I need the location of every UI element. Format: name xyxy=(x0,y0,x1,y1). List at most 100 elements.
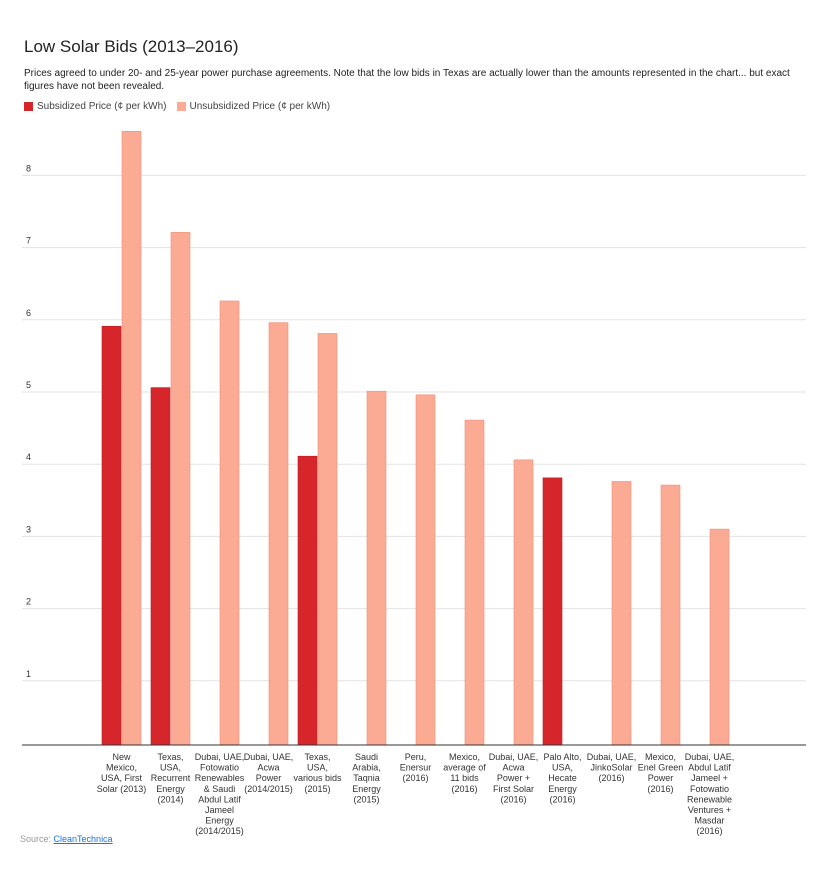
x-tick-label-line: USA, First xyxy=(101,773,143,783)
y-tick-label: 4 xyxy=(26,452,31,462)
x-tick-label-line: Power xyxy=(648,773,674,783)
source-link[interactable]: CleanTechnica xyxy=(53,834,113,844)
x-tick-label: Peru, Enersur (2016) xyxy=(400,752,432,783)
bar-unsubsidized[interactable] xyxy=(170,232,191,746)
x-tick-label-line: Energy xyxy=(352,784,381,794)
x-tick-label-line: Mexico, xyxy=(645,752,676,762)
bar-unsubsidized[interactable] xyxy=(317,333,338,746)
x-tick-label: Texas, USA, Recurrent Energy (2014) xyxy=(151,752,191,804)
bar-unsubsidized[interactable] xyxy=(611,481,632,746)
x-tick-label-line: Renewable xyxy=(687,794,732,804)
x-tick-label-line: Dubai, UAE, xyxy=(489,752,539,762)
x-tick-label-line: Enel Green xyxy=(638,763,684,773)
x-tick-label-line: Mexico, xyxy=(449,752,480,762)
x-tick-label-line: (2015) xyxy=(304,784,330,794)
x-tick-label-line: Peru, xyxy=(405,752,427,762)
chart-subtitle: Prices agreed to under 20- and 25-year p… xyxy=(24,68,790,92)
y-tick-label: 6 xyxy=(26,308,31,318)
y-axis-ticks: 1 2 3 4 5 6 7 8 xyxy=(26,163,31,678)
x-tick-label: Dubai, UAE, Acwa Power + First Solar (2016) xyxy=(489,752,539,804)
bar-unsubsidized[interactable] xyxy=(415,394,436,746)
x-tick-label-line: Palo Alto, xyxy=(543,752,581,762)
bar-subsidized[interactable] xyxy=(101,325,122,746)
bar-unsubsidized[interactable] xyxy=(709,528,730,746)
chart-title: Low Solar Bids (2013–2016) xyxy=(24,37,239,56)
x-tick-label-line: Enersur xyxy=(400,763,432,773)
bar-subsidized[interactable] xyxy=(542,477,563,746)
x-tick-label-line: Dubai, UAE, xyxy=(685,752,735,762)
x-tick-label-line: Power + xyxy=(497,773,530,783)
y-tick-label: 8 xyxy=(26,163,31,173)
x-tick-label-line: USA, xyxy=(307,763,328,773)
x-tick-label-line: Abdul Latif xyxy=(688,763,731,773)
legend-item-subsidized[interactable]: Subsidized Price (¢ per kWh) xyxy=(24,101,167,112)
x-tick-label-line: USA, xyxy=(160,763,181,773)
x-tick-label-line: (2016) xyxy=(696,826,722,836)
legend-label-subsidized: Subsidized Price (¢ per kWh) xyxy=(37,101,167,112)
x-tick-label: Saudi Arabia, Taqnia Energy (2015) xyxy=(352,752,381,804)
x-tick-label-line: Ventures + xyxy=(688,805,731,815)
x-tick-label: Mexico, Enel Green Power (2016) xyxy=(638,752,684,794)
bar-unsubsidized[interactable] xyxy=(464,419,485,746)
x-tick-label-line: Renewables xyxy=(195,773,245,783)
x-tick-label-line: Masdar xyxy=(694,816,724,826)
bar-unsubsidized[interactable] xyxy=(660,484,681,746)
x-tick-label: Dubai, UAE, Fotowatio Renewables & Saudi Abd… xyxy=(195,752,245,836)
x-tick-label-line: Energy xyxy=(548,784,577,794)
y-tick-label: 7 xyxy=(26,236,31,246)
bar-unsubsidized[interactable] xyxy=(366,390,387,746)
x-tick-label-line: First Solar xyxy=(493,784,534,794)
x-tick-label-line: Mexico, xyxy=(106,763,137,773)
x-tick-label-line: Recurrent xyxy=(151,773,191,783)
x-tick-label: Palo Alto, USA, Hecate Energy (2016) xyxy=(543,752,581,804)
x-tick-label-line: Jameel xyxy=(205,805,234,815)
x-tick-label-line: (2014/2015) xyxy=(244,784,293,794)
x-tick-label-line: (2014) xyxy=(157,794,183,804)
x-tick-label: Dubai, UAE, JinkoSolar (2016) xyxy=(587,752,637,783)
x-tick-label-line: Solar (2013) xyxy=(97,784,147,794)
x-tick-label-line: 11 bids xyxy=(450,773,479,783)
x-tick-label-line: Jameel + xyxy=(691,773,728,783)
bar-subsidized[interactable] xyxy=(297,455,318,746)
x-tick-label-line: JinkoSolar xyxy=(590,763,632,773)
x-tick-label-line: USA, xyxy=(552,763,573,773)
legend-swatch-unsubsidized xyxy=(176,102,186,111)
x-tick-label-line: (2016) xyxy=(647,784,673,794)
x-tick-label-line: Power xyxy=(256,773,282,783)
x-tick-label-line: Arabia, xyxy=(352,763,381,773)
x-tick-label-line: Taqnia xyxy=(353,773,380,783)
x-tick-label: New Mexico, USA, First Solar (2013) xyxy=(97,752,147,794)
x-tick-label-line: Hecate xyxy=(548,773,577,783)
y-tick-label: 2 xyxy=(26,597,31,607)
legend-item-unsubsidized[interactable]: Unsubsidized Price (¢ per kWh) xyxy=(176,101,331,112)
x-tick-label-line: & Saudi xyxy=(204,784,236,794)
legend-label-unsubsidized: Unsubsidized Price (¢ per kWh) xyxy=(189,101,331,112)
x-tick-label-line: Energy xyxy=(156,784,185,794)
x-tick-label-line: average of xyxy=(443,763,486,773)
bar-unsubsidized[interactable] xyxy=(268,322,289,746)
x-tick-label-line: various bids xyxy=(293,773,342,783)
x-tick-label-line: Dubai, UAE, xyxy=(195,752,245,762)
x-tick-label-line: (2015) xyxy=(353,794,379,804)
bar-unsubsidized[interactable] xyxy=(513,459,534,746)
x-tick-label-line: Acwa xyxy=(257,763,279,773)
x-tick-label-line: New xyxy=(112,752,131,762)
x-tick-label-line: Fotowatio xyxy=(200,763,239,773)
bars xyxy=(101,131,730,746)
x-tick-label-line: Abdul Latif xyxy=(198,794,241,804)
x-tick-label-line: (2016) xyxy=(402,773,428,783)
x-tick-label: Dubai, UAE, Acwa Power (2014/2015) xyxy=(244,752,294,794)
x-tick-label-line: (2014/2015) xyxy=(195,826,244,836)
source-prefix: Source: xyxy=(20,834,54,844)
x-tick-label-line: (2016) xyxy=(598,773,624,783)
bar-unsubsidized[interactable] xyxy=(219,300,240,746)
x-axis-labels: New Mexico, USA, First Solar (2013)Texas, US… xyxy=(97,752,735,836)
legend-swatch-subsidized xyxy=(24,102,33,111)
bar-subsidized[interactable] xyxy=(150,387,171,746)
x-tick-label-line: (2016) xyxy=(549,794,575,804)
bar-unsubsidized[interactable] xyxy=(121,131,142,746)
x-tick-label-line: (2016) xyxy=(451,784,477,794)
x-tick-label-line: Acwa xyxy=(502,763,524,773)
x-tick-label-line: Texas, xyxy=(304,752,330,762)
